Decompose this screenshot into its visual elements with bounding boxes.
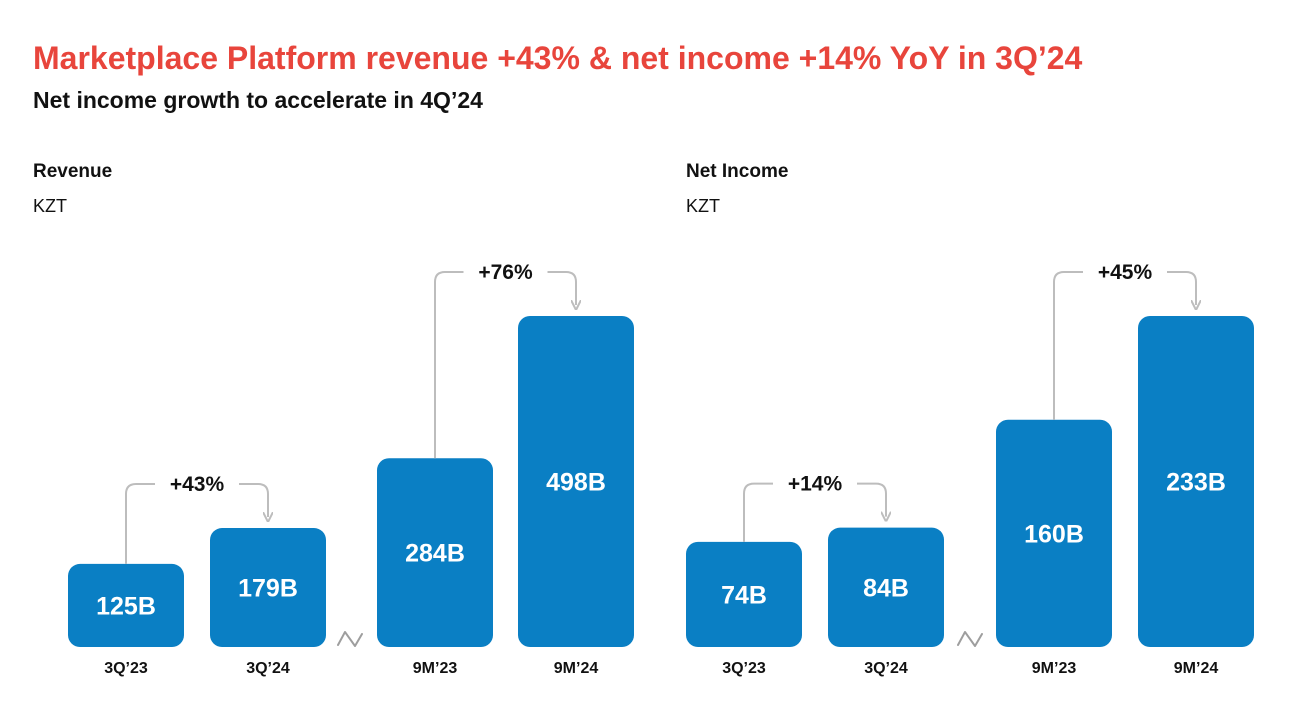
net-income-value-label-2: 160B bbox=[1024, 520, 1084, 548]
revenue-value-label-0: 125B bbox=[96, 592, 156, 620]
net-income-bar-0 bbox=[686, 541, 802, 647]
net-income-axis-break-icon bbox=[957, 631, 983, 647]
revenue-growth-connector-0 bbox=[125, 483, 268, 564]
net-income-chart-title: Net Income bbox=[686, 161, 789, 182]
net-income-value-label-1: 84B bbox=[863, 574, 909, 602]
net-income-growth-connector-0 bbox=[743, 482, 886, 542]
net-income-bar-3 bbox=[1138, 316, 1254, 647]
revenue-category-label-1: 3Q’24 bbox=[246, 660, 290, 677]
revenue-category-label-3: 9M’24 bbox=[554, 660, 599, 677]
revenue-growth-label-0: +43% bbox=[170, 473, 225, 496]
revenue-bar-1 bbox=[210, 528, 326, 647]
net-income-category-label-1: 3Q’24 bbox=[864, 660, 908, 677]
revenue-category-label-0: 3Q’23 bbox=[104, 660, 148, 677]
revenue-category-label-2: 9M’23 bbox=[413, 660, 458, 677]
revenue-bar-2 bbox=[377, 458, 493, 647]
revenue-growth-label-1: +76% bbox=[478, 261, 533, 284]
revenue-value-label-2: 284B bbox=[405, 540, 465, 568]
net-income-category-label-2: 9M’23 bbox=[1032, 660, 1077, 677]
revenue-chart-title: Revenue bbox=[33, 161, 113, 182]
net-income-bar-2 bbox=[996, 419, 1112, 647]
net-income-value-label-3: 233B bbox=[1166, 469, 1226, 497]
net-income-growth-label-0: +14% bbox=[788, 473, 843, 496]
net-income-bar-1 bbox=[828, 527, 944, 647]
net-income-chart-unit: KZT bbox=[686, 196, 720, 216]
revenue-chart-unit: KZT bbox=[33, 196, 67, 216]
revenue-bar-0 bbox=[68, 563, 184, 647]
page-subtitle: Net income growth to accelerate in 4Q’24 bbox=[33, 87, 483, 113]
revenue-bar-3 bbox=[518, 316, 634, 647]
net-income-growth-connector-1 bbox=[1053, 271, 1196, 420]
net-income-category-label-0: 3Q’23 bbox=[722, 660, 766, 677]
revenue-value-label-3: 498B bbox=[546, 469, 606, 497]
revenue-value-label-1: 179B bbox=[238, 575, 298, 603]
net-income-value-label-0: 74B bbox=[721, 581, 767, 609]
page-title: Marketplace Platform revenue +43% & net … bbox=[33, 40, 1083, 76]
net-income-growth-label-1: +45% bbox=[1098, 261, 1153, 284]
revenue-growth-connector-1 bbox=[434, 271, 576, 459]
net-income-category-label-3: 9M’24 bbox=[1174, 660, 1219, 677]
revenue-chart: 125B 3Q’23 179B 3Q’24 284B 9M’23 498B 9M’24 +43%… bbox=[68, 261, 634, 677]
net-income-chart: 74B 3Q’23 84B 3Q’24 160B 9M’23 233B 9M’24 +14% +4… bbox=[686, 261, 1254, 677]
revenue-axis-break-icon bbox=[337, 631, 363, 647]
